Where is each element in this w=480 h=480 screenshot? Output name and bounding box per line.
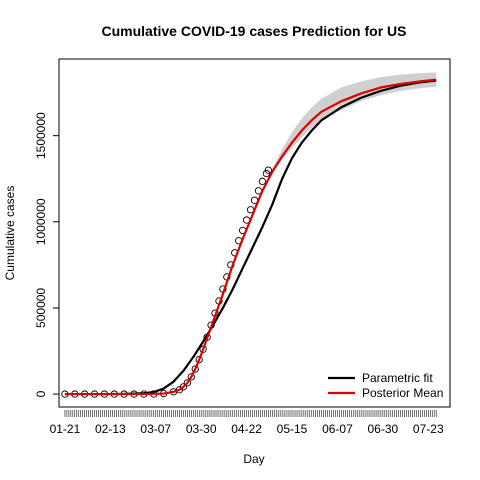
observed-point bbox=[195, 355, 203, 364]
uncertainty-band bbox=[262, 72, 437, 191]
x-axis-label: Day bbox=[243, 452, 264, 466]
observed-point bbox=[191, 365, 199, 373]
parametric-fit-line bbox=[64, 79, 437, 396]
axes: 0 500000 1000000 1500000 01-21 02-13 03-07 03-3… bbox=[34, 112, 444, 436]
x-tick-label: 03-30 bbox=[186, 422, 217, 436]
observed-point bbox=[264, 166, 272, 174]
x-tick-label: 07-23 bbox=[413, 422, 444, 436]
legend-label: Posterior Mean bbox=[362, 386, 443, 400]
x-tick-label: 02-13 bbox=[95, 422, 126, 436]
x-tick-label: 06-07 bbox=[322, 422, 353, 436]
plot-area bbox=[61, 72, 437, 398]
y-tick-label: 0 bbox=[34, 390, 48, 397]
posterior-mean-line bbox=[64, 78, 437, 396]
x-tick-label: 05-15 bbox=[277, 422, 308, 436]
observed-point bbox=[258, 177, 267, 185]
y-tick-label: 1000000 bbox=[34, 198, 48, 245]
y-tick-label: 500000 bbox=[34, 288, 48, 328]
observed-point bbox=[183, 379, 192, 387]
x-tick-label: 06-30 bbox=[368, 422, 399, 436]
chart-title: Cumulative COVID-19 cases Prediction for… bbox=[102, 23, 407, 39]
observed-point bbox=[187, 373, 195, 381]
y-axis-label: Cumulative cases bbox=[3, 186, 17, 281]
observed-point bbox=[262, 169, 270, 178]
x-tick-label: 04-22 bbox=[231, 422, 262, 436]
legend-label: Parametric fit bbox=[362, 371, 433, 385]
observed-point bbox=[179, 383, 188, 391]
plot-frame bbox=[58, 58, 451, 408]
x-tick-label: 01-21 bbox=[50, 422, 81, 436]
y-tick-label: 1500000 bbox=[34, 112, 48, 159]
x-tick-label: 03-07 bbox=[140, 422, 171, 436]
